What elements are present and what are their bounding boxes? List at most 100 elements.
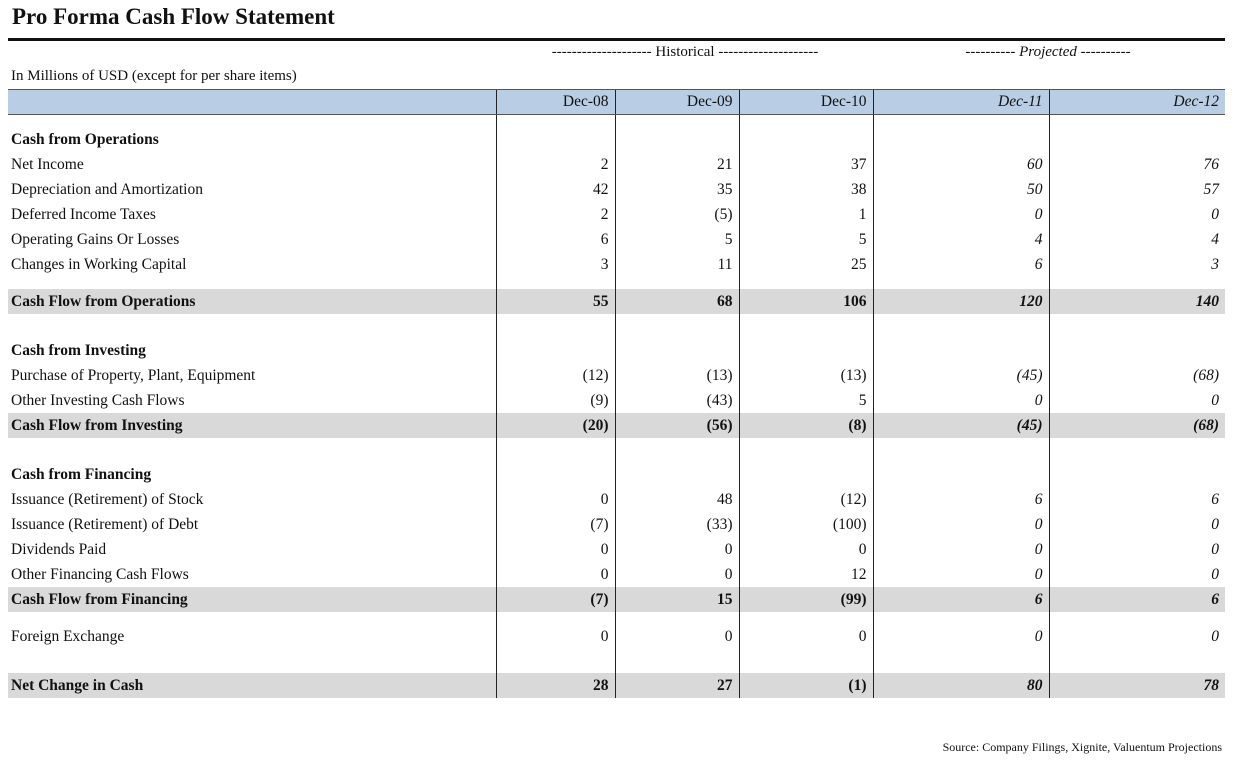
value-cell: 0: [495, 562, 615, 587]
historical-group-label: -------------------- Historical --------…: [551, 44, 819, 60]
spacer-row: [8, 314, 1225, 338]
value-cell: 0: [872, 562, 1049, 587]
table-row: Purchase of Property, Plant, Equipment (…: [8, 363, 1225, 388]
total-value: (1): [738, 673, 873, 698]
value-cell: (12): [738, 487, 873, 512]
value-cell: 0: [872, 624, 1049, 649]
total-value: (8): [738, 413, 873, 438]
net-change-row: Net Change in Cash 28 27 (1) 80 78: [8, 673, 1225, 698]
value-cell: 6: [1048, 487, 1225, 512]
value-cell: 0: [1048, 388, 1225, 413]
value-cell: 3: [495, 252, 615, 277]
value-cell: 11: [614, 252, 739, 277]
table-row: Issuance (Retirement) of Debt (7) (33) (…: [8, 512, 1225, 537]
foreign-exchange-row: Foreign Exchange 0 0 0 0 0: [8, 624, 1225, 649]
total-value: 28: [495, 673, 615, 698]
value-cell: 0: [872, 202, 1049, 227]
value-cell: 0: [614, 562, 739, 587]
total-value: (99): [738, 587, 873, 612]
header-label-cell: [8, 89, 496, 115]
column-header-dec-11: Dec-11: [872, 89, 1049, 115]
section-heading-label: Cash from Financing: [11, 465, 152, 483]
spacer-row: [8, 612, 1225, 624]
value-cell: 0: [614, 624, 739, 649]
value-cell: 4: [1048, 227, 1225, 252]
row-label: Net Income: [11, 155, 84, 173]
total-value: 55: [495, 289, 615, 314]
value-cell: 5: [738, 227, 873, 252]
value-cell: 57: [1048, 177, 1225, 202]
value-cell: 35: [614, 177, 739, 202]
total-value: 6: [1048, 587, 1225, 612]
value-cell: 0: [1048, 624, 1225, 649]
row-label: Dividends Paid: [11, 540, 107, 558]
total-value: 27: [614, 673, 739, 698]
value-cell: 0: [872, 537, 1049, 562]
total-label: Cash Flow from Financing: [8, 587, 496, 612]
value-cell: (45): [872, 363, 1049, 388]
section-heading-label: Cash from Investing: [11, 341, 146, 359]
column-header-dec-10: Dec-10: [738, 89, 873, 115]
value-cell: 2: [495, 152, 615, 177]
table-row: Dividends Paid 0 0 0 0 0: [8, 537, 1225, 562]
table-row: Net Income 2 21 37 60 76: [8, 152, 1225, 177]
page-title: Pro Forma Cash Flow Statement: [12, 4, 335, 29]
table-row: Other Investing Cash Flows (9) (43) 5 0 …: [8, 388, 1225, 413]
spacer-row: [8, 277, 1225, 289]
value-cell: 0: [1048, 562, 1225, 587]
total-value: 78: [1048, 673, 1225, 698]
value-cell: 48: [614, 487, 739, 512]
value-cell: 38: [738, 177, 873, 202]
table-row: Issuance (Retirement) of Stock 0 48 (12)…: [8, 487, 1225, 512]
value-cell: 0: [495, 487, 615, 512]
row-label: Other Financing Cash Flows: [11, 565, 189, 583]
section-heading-investing: Cash from Investing: [8, 338, 1225, 363]
total-row-investing: Cash Flow from Investing (20) (56) (8) (…: [8, 413, 1225, 438]
value-cell: 60: [872, 152, 1049, 177]
value-cell: (100): [738, 512, 873, 537]
value-cell: 0: [738, 624, 873, 649]
section-heading-operations: Cash from Operations: [8, 127, 1225, 152]
value-cell: (68): [1048, 363, 1225, 388]
column-header-dec-09: Dec-09: [614, 89, 739, 115]
value-cell: 76: [1048, 152, 1225, 177]
section-heading-label: Cash from Operations: [11, 130, 159, 148]
table-row: Other Financing Cash Flows 0 0 12 0 0: [8, 562, 1225, 587]
value-cell: 0: [495, 537, 615, 562]
column-header-dec-12: Dec-12: [1048, 89, 1225, 115]
value-cell: 0: [614, 537, 739, 562]
total-value: 120: [872, 289, 1049, 314]
column-header-row: Dec-08 Dec-09 Dec-10 Dec-11 Dec-12: [8, 89, 1225, 115]
row-label: Other Investing Cash Flows: [11, 391, 185, 409]
cash-flow-table: Dec-08 Dec-09 Dec-10 Dec-11 Dec-12 Cash …: [8, 89, 1225, 698]
spacer-row: [8, 649, 1225, 673]
value-cell: (5): [614, 202, 739, 227]
value-cell: 2: [495, 202, 615, 227]
total-label: Cash Flow from Investing: [8, 413, 496, 438]
value-cell: (9): [495, 388, 615, 413]
value-cell: 0: [1048, 512, 1225, 537]
value-cell: 0: [495, 624, 615, 649]
row-label: Depreciation and Amortization: [11, 180, 203, 198]
units-label: In Millions of USD (except for per share…: [11, 68, 297, 84]
title-rule: [8, 38, 1225, 41]
value-cell: (43): [614, 388, 739, 413]
value-cell: 0: [1048, 537, 1225, 562]
value-cell: 50: [872, 177, 1049, 202]
value-cell: (13): [738, 363, 873, 388]
total-row-financing: Cash Flow from Financing (7) 15 (99) 6 6: [8, 587, 1225, 612]
value-cell: 0: [1048, 202, 1225, 227]
value-cell: (13): [614, 363, 739, 388]
value-cell: (12): [495, 363, 615, 388]
value-cell: 0: [738, 537, 873, 562]
value-cell: 6: [872, 487, 1049, 512]
value-cell: 37: [738, 152, 873, 177]
total-value: (68): [1048, 413, 1225, 438]
source-note: Source: Company Filings, Xignite, Valuen…: [942, 740, 1222, 754]
row-label: Issuance (Retirement) of Stock: [11, 490, 204, 508]
row-label: Purchase of Property, Plant, Equipment: [11, 366, 256, 384]
value-cell: 0: [872, 388, 1049, 413]
value-cell: (33): [614, 512, 739, 537]
table-row: Deferred Income Taxes 2 (5) 1 0 0: [8, 202, 1225, 227]
value-cell: 6: [495, 227, 615, 252]
